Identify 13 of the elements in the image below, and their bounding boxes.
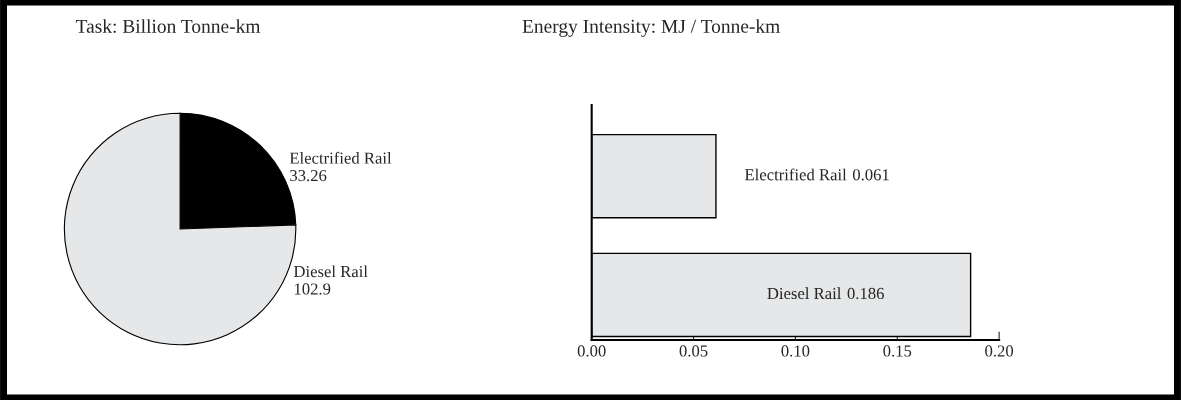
x-tick-label: 0.15 xyxy=(883,345,912,357)
data-label: 33.26 xyxy=(290,169,327,182)
x-tick-label: 0.00 xyxy=(577,345,606,357)
slice-label: Electrified Rail xyxy=(289,151,392,164)
chart-title: Task: Billion Tonne-km xyxy=(75,19,261,33)
chart-title: Energy Intensity: MJ / Tonne-km xyxy=(522,19,780,37)
x-tick-label: 0.20 xyxy=(985,345,1014,357)
x-tick-label: 0.10 xyxy=(781,345,810,357)
slice-label: Diesel Rail xyxy=(293,265,368,278)
data-label: 0.061 xyxy=(852,169,889,181)
data-label: 0.186 xyxy=(847,287,884,300)
x-tick-label: 0.05 xyxy=(679,345,708,357)
data-label: 102.9 xyxy=(294,283,331,295)
